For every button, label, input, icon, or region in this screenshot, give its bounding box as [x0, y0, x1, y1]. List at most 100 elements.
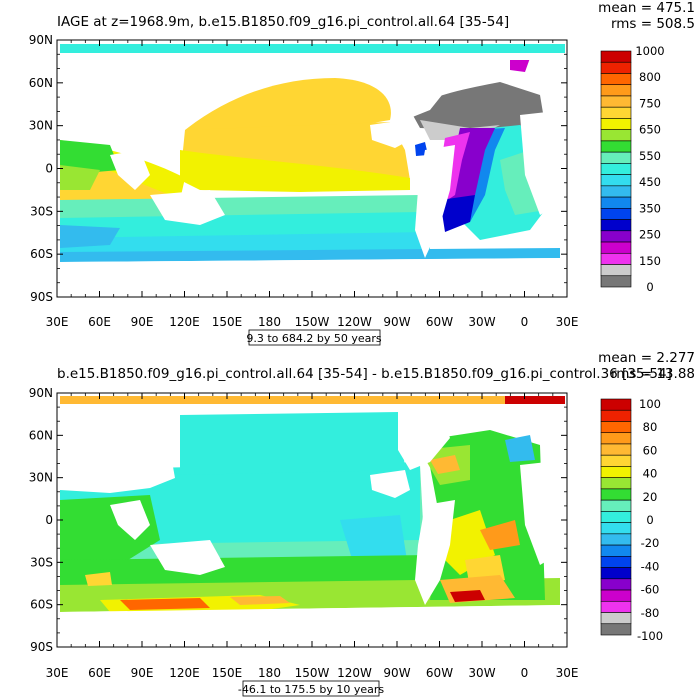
p1-land: [60, 53, 565, 297]
x-tick-label: 30E: [556, 315, 579, 329]
colorbar-swatch: [600, 477, 632, 490]
x-tick-label: 120W: [337, 666, 372, 680]
colorbar-label: 1000: [635, 44, 664, 58]
y-tick-label: 30N: [29, 471, 53, 485]
colorbar-swatch: [600, 567, 632, 580]
colorbar-swatch: [600, 443, 632, 456]
x-tick-label: 60E: [88, 315, 111, 329]
colorbar-label: 750: [639, 96, 661, 110]
panel-2-colorbar-labels: 100 80 60 40 20 0 -20 -40 -60 -80 -100: [637, 397, 663, 643]
x-tick-label: 120W: [337, 315, 372, 329]
p2-arctic-band: [60, 396, 565, 404]
colorbar-label: -20: [641, 536, 660, 550]
x-tick-label: 0: [521, 666, 529, 680]
x-tick-label: 120E: [169, 315, 200, 329]
colorbar-swatch: [600, 264, 632, 277]
colorbar-label: 0: [646, 280, 653, 294]
y-tick-label: 60N: [29, 76, 53, 90]
colorbar-swatch: [600, 612, 632, 625]
y-tick-label: 90S: [30, 290, 53, 304]
colorbar-label: 20: [643, 490, 658, 504]
colorbar-label: 650: [639, 123, 661, 137]
y-tick-label: 90N: [29, 33, 53, 47]
svg-text:9.3 to 684.2 by 50 years: 9.3 to 684.2 by 50 years: [246, 332, 382, 345]
x-tick-label: 30E: [46, 315, 69, 329]
panel-1-contour-info: 9.3 to 684.2 by 50 years: [246, 329, 382, 346]
colorbar-label: -80: [641, 606, 660, 620]
y-tick-label: 0: [45, 513, 53, 527]
colorbar-swatch: [600, 163, 632, 175]
colorbar-label: -100: [637, 629, 663, 643]
colorbar-label: 250: [639, 228, 661, 242]
y-tick-label: 90N: [29, 386, 53, 400]
p1-southern-band-2: [60, 248, 560, 262]
colorbar-label: 0: [646, 513, 653, 527]
panel-1-map: [57, 40, 567, 297]
colorbar-swatch: [600, 398, 632, 411]
colorbar-swatch: [600, 252, 632, 265]
y-tick-label: 90S: [30, 640, 53, 654]
p2-land: [60, 404, 565, 647]
colorbar-swatch: [600, 409, 632, 422]
svg-text:-46.1 to 175.5 by 10 years: -46.1 to 175.5 by 10 years: [238, 683, 385, 696]
colorbar-swatch: [600, 106, 632, 119]
colorbar-label: 80: [643, 420, 658, 434]
x-tick-label: 30E: [46, 666, 69, 680]
x-tick-label: 0: [521, 315, 529, 329]
colorbar-swatch: [600, 230, 632, 243]
y-tick-label: 60S: [30, 598, 53, 612]
y-tick-label: 0: [45, 162, 53, 176]
colorbar-swatch: [600, 118, 632, 130]
panel-2-colorbar: [600, 398, 632, 636]
colorbar-label: -60: [641, 583, 660, 597]
colorbar-swatch: [600, 556, 632, 568]
colorbar-swatch: [600, 454, 632, 467]
colorbar-label: 450: [639, 175, 661, 189]
colorbar-swatch: [600, 275, 632, 288]
panel-1-x-axis: 30E 60E 90E 120E 150E 180 150W 120W 90W 60W 30W 0 30…: [46, 40, 579, 329]
x-tick-label: 150E: [212, 666, 243, 680]
colorbar-swatch: [600, 421, 632, 434]
x-tick-label: 90E: [131, 666, 154, 680]
y-tick-label: 30N: [29, 119, 53, 133]
x-tick-label: 150E: [212, 315, 243, 329]
panel-2-y-axis: 90N 60N 30N 0 30S 60S 90S: [29, 386, 567, 654]
x-tick-label: 30W: [468, 666, 495, 680]
panel-2-title: b.e15.B1850.f09_g16.pi_control.all.64 [3…: [57, 366, 672, 382]
colorbar-swatch: [600, 151, 632, 164]
panel-2-map: [57, 393, 567, 647]
p1-arctic-band: [60, 44, 565, 53]
x-tick-label: 90W: [383, 315, 410, 329]
x-tick-label: 150W: [295, 666, 330, 680]
y-tick-label: 30S: [30, 555, 53, 569]
colorbar-label: 350: [639, 201, 661, 215]
colorbar-label: 40: [643, 467, 658, 481]
colorbar-swatch: [600, 219, 632, 232]
panel-1: IAGE at z=1968.9m, b.e15.B1850.f09_g16.p…: [29, 0, 695, 346]
colorbar-swatch: [600, 140, 632, 153]
panel-1-mean: mean = 475.1: [598, 0, 695, 16]
x-tick-label: 90E: [131, 315, 154, 329]
colorbar-swatch: [600, 466, 632, 478]
colorbar-label: 60: [643, 443, 658, 457]
colorbar-label: -40: [641, 559, 660, 573]
colorbar-swatch: [600, 533, 632, 546]
panel-2-contour-info: -46.1 to 175.5 by 10 years: [238, 680, 385, 697]
x-tick-label: 150W: [295, 315, 330, 329]
x-tick-label: 30E: [556, 666, 579, 680]
colorbar-swatch: [600, 208, 632, 220]
x-tick-label: 60E: [88, 666, 111, 680]
x-tick-label: 120E: [169, 666, 200, 680]
colorbar-swatch: [600, 600, 632, 613]
colorbar-swatch: [600, 623, 632, 636]
colorbar-swatch: [600, 511, 632, 523]
colorbar-swatch: [600, 129, 632, 142]
colorbar-swatch: [600, 488, 632, 501]
colorbar-label: 800: [639, 70, 661, 84]
panel-1-title: IAGE at z=1968.9m, b.e15.B1850.f09_g16.p…: [57, 14, 509, 30]
colorbar-swatch: [600, 95, 632, 108]
colorbar-swatch: [600, 499, 632, 512]
colorbar-swatch: [600, 522, 632, 535]
colorbar-swatch: [600, 84, 632, 97]
